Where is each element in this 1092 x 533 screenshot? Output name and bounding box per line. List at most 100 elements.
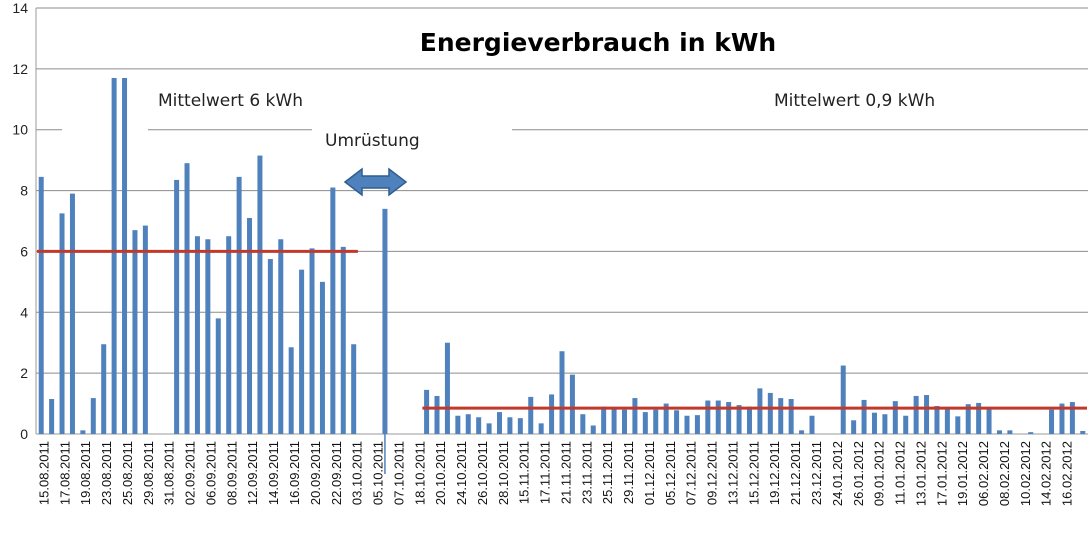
x-tick-label: 16.02.2012 bbox=[1060, 441, 1075, 506]
x-tick-label: 13.01.2012 bbox=[913, 441, 928, 506]
mean-lines bbox=[37, 249, 1087, 410]
x-tick-label: 22.09.2011 bbox=[329, 441, 344, 505]
x-tick-label: 18.10.2011 bbox=[412, 441, 427, 505]
bar bbox=[205, 239, 211, 434]
x-tick-label: 21.12.2011 bbox=[788, 441, 803, 505]
x-tick-label: 01.12.2011 bbox=[642, 441, 657, 505]
x-tick-label: 21.11.2011 bbox=[558, 441, 573, 504]
bar bbox=[934, 406, 940, 434]
bar bbox=[913, 395, 919, 434]
bar bbox=[330, 187, 336, 434]
bar bbox=[715, 400, 721, 434]
x-tick-label: 20.10.2011 bbox=[433, 441, 448, 505]
bar bbox=[507, 417, 513, 434]
bar bbox=[799, 430, 805, 434]
bar bbox=[538, 423, 544, 434]
bar bbox=[101, 344, 107, 434]
bar bbox=[944, 407, 950, 434]
y-tick-label: 2 bbox=[20, 365, 28, 381]
x-axis-ticks: 15.08.2011 17.08.2011 19.08.2011 23.08.2011… bbox=[36, 441, 1074, 506]
bar bbox=[861, 399, 867, 434]
double-arrow-icon bbox=[343, 167, 408, 197]
bar bbox=[111, 77, 117, 434]
x-tick-label: 03.10.2011 bbox=[350, 441, 365, 505]
umruestung-label: Umrüstung bbox=[325, 131, 420, 151]
mean-label-right: Mittelwert 0,9 kWh bbox=[774, 91, 935, 111]
x-tick-label: 31.08.2011 bbox=[162, 441, 177, 505]
bar bbox=[59, 213, 65, 434]
x-tick-label: 13.12.2011 bbox=[725, 441, 740, 505]
bar bbox=[194, 236, 200, 434]
bar bbox=[892, 401, 898, 434]
x-tick-label: 29.11.2011 bbox=[621, 441, 636, 504]
x-tick-label: 09.01.2012 bbox=[872, 441, 887, 506]
x-tick-label: 11.01.2012 bbox=[893, 441, 908, 505]
bar bbox=[278, 239, 284, 434]
x-tick-label: 15.08.2011 bbox=[36, 441, 51, 505]
bar bbox=[465, 414, 471, 434]
bar bbox=[986, 408, 992, 434]
bar bbox=[903, 415, 909, 434]
bar bbox=[351, 344, 357, 434]
bar bbox=[122, 77, 128, 434]
chart-title: Energieverbrauch in kWh bbox=[420, 28, 776, 57]
bar bbox=[257, 155, 263, 435]
bar bbox=[90, 398, 96, 434]
bar bbox=[1049, 409, 1055, 434]
bar bbox=[1028, 432, 1034, 434]
x-tick-label: 08.02.2012 bbox=[997, 441, 1012, 506]
bar bbox=[871, 412, 877, 434]
bar bbox=[382, 208, 388, 434]
x-tick-label: 25.11.2011 bbox=[600, 441, 615, 504]
bar bbox=[694, 415, 700, 434]
bar bbox=[80, 430, 86, 434]
x-tick-label: 07.10.2011 bbox=[391, 441, 406, 505]
y-tick-label: 4 bbox=[20, 304, 28, 320]
bar bbox=[924, 395, 930, 434]
bar bbox=[632, 398, 638, 434]
x-tick-label: 14.02.2012 bbox=[1039, 441, 1054, 506]
bar bbox=[288, 347, 294, 434]
x-tick-label: 07.12.2011 bbox=[684, 441, 699, 505]
bar bbox=[851, 420, 857, 434]
bar bbox=[142, 225, 148, 434]
x-tick-label: 19.08.2011 bbox=[78, 441, 93, 505]
bar bbox=[517, 418, 523, 434]
x-tick-label: 24.01.2012 bbox=[830, 441, 845, 506]
x-tick-label: 02.09.2011 bbox=[183, 441, 198, 505]
x-tick-label: 14.09.2011 bbox=[266, 441, 281, 505]
bar bbox=[236, 176, 242, 434]
gridline-gap bbox=[312, 127, 512, 132]
x-tick-label: 23.08.2011 bbox=[99, 441, 114, 505]
bar bbox=[955, 416, 961, 434]
bar bbox=[49, 399, 55, 434]
x-tick-label: 06.09.2011 bbox=[203, 441, 218, 505]
x-tick-label: 16.09.2011 bbox=[287, 441, 302, 505]
x-tick-label: 23.11.2011 bbox=[579, 441, 594, 504]
x-tick-label: 17.08.2011 bbox=[57, 441, 72, 505]
bar bbox=[569, 374, 575, 434]
bar bbox=[663, 403, 669, 434]
bar bbox=[778, 398, 784, 434]
x-tick-label: 15.12.2011 bbox=[746, 441, 761, 505]
bar bbox=[611, 408, 617, 434]
x-tick-label: 25.08.2011 bbox=[120, 441, 135, 505]
bar bbox=[174, 179, 180, 434]
x-tick-label: 05.10.2011 bbox=[371, 441, 386, 505]
x-tick-label: 19.01.2012 bbox=[955, 441, 970, 506]
bar bbox=[674, 410, 680, 434]
x-tick-label: 08.09.2011 bbox=[224, 441, 239, 505]
bar bbox=[132, 230, 138, 434]
bar bbox=[319, 281, 325, 434]
bar bbox=[1080, 430, 1086, 434]
bar bbox=[455, 415, 461, 434]
y-tick-label: 8 bbox=[20, 183, 28, 199]
y-axis-ticks: 0 2 4 6 8 10 12 14 bbox=[12, 0, 28, 442]
bar bbox=[559, 351, 565, 434]
bar bbox=[528, 396, 534, 434]
bar bbox=[299, 269, 305, 434]
bar-series bbox=[38, 77, 1086, 474]
bar bbox=[1059, 403, 1065, 434]
bar bbox=[444, 342, 450, 434]
